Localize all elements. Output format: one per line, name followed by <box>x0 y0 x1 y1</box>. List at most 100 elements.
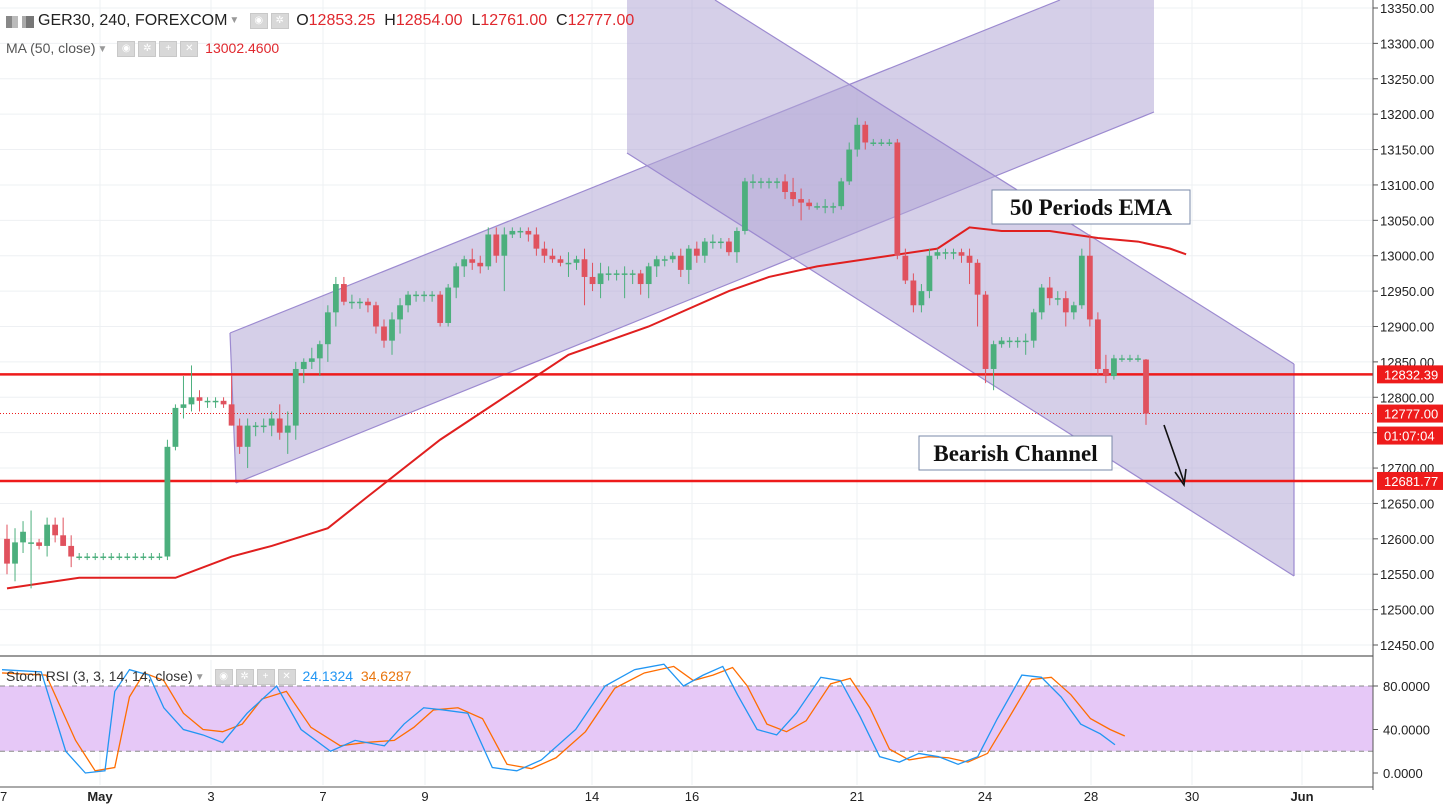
price-label-bg <box>1377 471 1443 490</box>
bearish-channel-upper-line <box>714 0 1295 365</box>
stoch-tick-label: 80.0000 <box>1383 679 1430 694</box>
time-tick-label: 3 <box>207 789 214 804</box>
candle-body <box>260 425 267 428</box>
time-tick-label: 16 <box>685 789 699 804</box>
price-tick-label: 12450.00 <box>1380 638 1434 653</box>
candle-body <box>926 255 933 292</box>
candle-body <box>453 266 460 288</box>
candle-body <box>413 294 419 297</box>
time-tick-label: 28 <box>1084 789 1098 804</box>
candle-body <box>854 124 861 150</box>
candle-body <box>822 206 829 208</box>
candle-body <box>525 230 532 235</box>
rising-channel-upper-line <box>229 0 1061 334</box>
candle-body <box>1070 305 1077 313</box>
candle-body <box>814 206 821 208</box>
candle-body <box>1014 340 1021 343</box>
candle-body <box>437 294 444 323</box>
candle-body <box>1119 358 1125 360</box>
candle-body <box>36 542 42 546</box>
plus-icon[interactable]: + <box>256 669 275 686</box>
gear-icon[interactable]: ✲ <box>235 669 254 686</box>
stoch-d-line <box>1 665 1126 772</box>
chevron-down-icon[interactable]: ▼ <box>97 43 108 55</box>
candle-body <box>549 255 556 260</box>
price-tick-label: 12550.00 <box>1380 567 1434 582</box>
candle-body <box>493 234 500 256</box>
plus-icon[interactable]: + <box>159 41 178 58</box>
candle-body <box>894 142 901 256</box>
candle-body <box>1038 287 1045 313</box>
rising-channel <box>230 0 1154 483</box>
candle-body <box>734 230 740 253</box>
low-label: L <box>471 12 481 29</box>
chevron-down-icon[interactable]: ▼ <box>194 671 205 683</box>
price-tick-label: 13050.00 <box>1380 213 1434 228</box>
candle-body <box>782 181 788 193</box>
close-label: C <box>556 12 568 29</box>
eye-icon[interactable]: ◉ <box>249 12 268 29</box>
annotation-text: 50 Periods EMA <box>1010 195 1173 220</box>
price-tick-label: 13100.00 <box>1380 178 1434 193</box>
candle-body <box>870 142 877 144</box>
candle-body <box>597 273 604 285</box>
candle-body <box>308 358 315 362</box>
symbol-title: GER30, 240, FOREXCOM <box>38 12 228 29</box>
candle-body <box>445 287 452 323</box>
chevron-down-icon[interactable]: ▼ <box>229 15 240 27</box>
gear-icon[interactable]: ✲ <box>270 12 289 29</box>
bearish-channel <box>627 0 1294 576</box>
candle-body <box>998 340 1005 345</box>
eye-icon[interactable]: ◉ <box>117 41 136 58</box>
candle-body <box>726 241 732 253</box>
candle-body <box>1143 359 1149 414</box>
time-tick-label: 7 <box>0 789 7 804</box>
stoch-k-line <box>1 663 1116 774</box>
gear-icon[interactable]: ✲ <box>138 41 157 58</box>
price-label-bg <box>1377 426 1443 445</box>
candle-body <box>1022 340 1029 343</box>
candle-body <box>517 230 524 233</box>
candle-body <box>461 259 468 267</box>
time-tick-label: May <box>87 789 113 804</box>
stoch-k-value: 24.1324 <box>302 668 354 684</box>
candle-body <box>212 400 219 403</box>
candle-body <box>116 556 123 559</box>
price-tick-label: 12900.00 <box>1380 320 1434 335</box>
candle-body <box>982 294 989 369</box>
candle-body <box>44 524 50 546</box>
time-tick-label: 14 <box>585 789 599 804</box>
close-icon[interactable]: ✕ <box>277 669 296 686</box>
time-tick-label: Jun <box>1290 789 1313 804</box>
close-icon[interactable]: ✕ <box>180 41 199 58</box>
ma-value: 13002.4600 <box>205 40 280 56</box>
candle-body <box>1094 319 1101 369</box>
stoch-band <box>0 686 1373 752</box>
annotation-text: Bearish Channel <box>933 441 1097 466</box>
candle-body <box>838 181 845 207</box>
candle-body <box>300 361 307 369</box>
candle-body <box>798 199 804 203</box>
collapse-icon[interactable] <box>22 15 34 28</box>
eye-icon[interactable]: ◉ <box>214 669 233 686</box>
bearish-channel-lower-line <box>626 152 1295 577</box>
ma-label: MA (50, close) <box>6 40 96 56</box>
candle-body <box>373 305 379 327</box>
candle-body <box>340 284 347 302</box>
candle-body <box>693 248 700 256</box>
candle-body <box>405 294 411 306</box>
candle-body <box>790 192 796 200</box>
candle-body <box>204 400 211 403</box>
candle-body <box>92 556 99 559</box>
candle-body <box>76 556 83 559</box>
price-tick-label: 13300.00 <box>1380 36 1434 51</box>
candle-body <box>677 255 684 270</box>
candle-body <box>758 181 764 183</box>
candle-body <box>1054 298 1061 300</box>
candle-body <box>324 312 331 345</box>
candle-body <box>942 252 949 254</box>
ma50-line <box>6 226 1187 590</box>
candle-body <box>589 276 596 285</box>
price-label: 12832.39 <box>1377 365 1443 384</box>
